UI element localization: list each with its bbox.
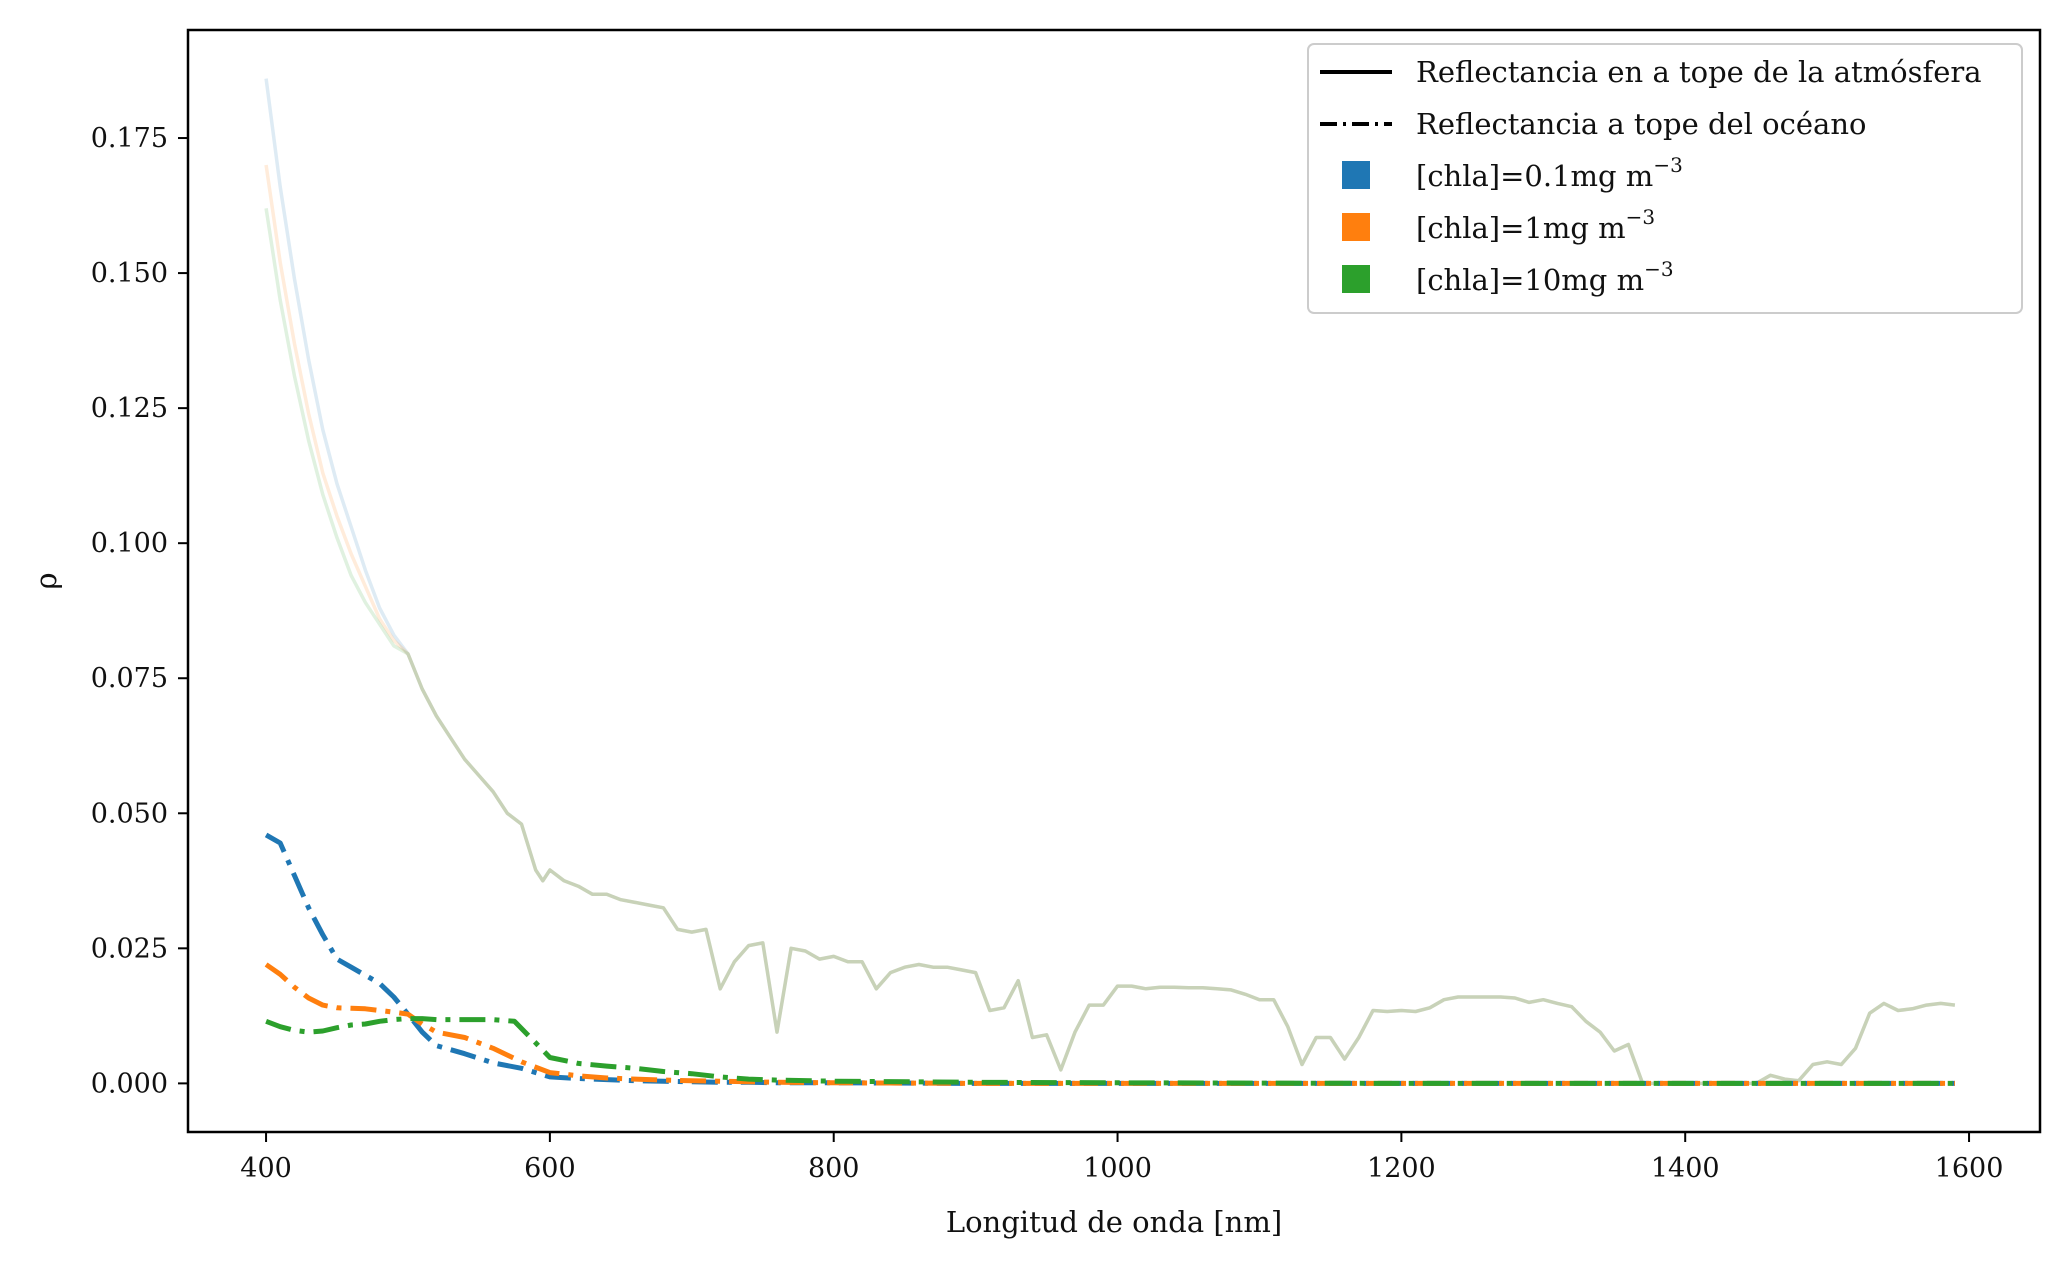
legend-label-chla-1: [chla]=1mg m−3 <box>1416 205 1655 245</box>
x-tick-label: 1400 <box>1651 1153 1720 1184</box>
legend-label-chla-1-text: [chla]=1mg m <box>1416 211 1626 245</box>
x-tick-label: 1000 <box>1083 1153 1152 1184</box>
y-tick-label: 0.150 <box>91 258 168 289</box>
legend-label-toc: Reflectancia a tope del océano <box>1416 107 1866 141</box>
legend-label-chla-0.1-exponent: −3 <box>1653 153 1682 177</box>
toc-line-2 <box>265 1016 1955 1086</box>
legend-label-chla-0.1-text: [chla]=0.1mg m <box>1416 159 1653 193</box>
y-tick-label: 0.075 <box>91 663 168 694</box>
y-tick-label: 0.000 <box>91 1068 168 1099</box>
legend-swatch-chla-0.1 <box>1342 161 1370 189</box>
y-axis: 0.000 0.025 0.050 0.075 0.100 0.125 0.150 0.175 <box>91 123 188 1099</box>
toc-line-0 <box>264 832 1955 1086</box>
y-tick-label: 0.100 <box>91 528 168 559</box>
y-axis-label: ρ <box>29 572 63 589</box>
legend-label-chla-10-text: [chla]=10mg m <box>1416 263 1644 297</box>
y-tick-label: 0.125 <box>91 393 168 424</box>
x-tick-label: 1600 <box>1935 1153 2004 1184</box>
legend-label-chla-10: [chla]=10mg m−3 <box>1416 257 1674 297</box>
x-axis-label: Longitud de onda [nm] <box>946 1205 1282 1239</box>
legend-box <box>1307 43 2023 314</box>
y-tick-label: 0.050 <box>91 798 168 829</box>
plot-frame <box>186 28 2042 1134</box>
legend-label-chla-1-exponent: −3 <box>1626 205 1655 229</box>
y-tick-label: 0.175 <box>91 123 168 154</box>
legend-swatch-chla-1 <box>1342 213 1370 241</box>
legend-swatch-chla-10 <box>1342 265 1370 293</box>
x-tick-label: 1200 <box>1367 1153 1436 1184</box>
legend-label-chla-0.1: [chla]=0.1mg m−3 <box>1416 153 1683 193</box>
x-axis: 400 600 800 1000 1200 1400 1600 <box>240 1132 2003 1184</box>
legend: Reflectancia en a tope de la atmósfera R… <box>1307 43 2023 314</box>
y-tick-label: 0.025 <box>91 933 168 964</box>
x-tick-label: 800 <box>808 1153 860 1184</box>
x-tick-label: 400 <box>240 1153 292 1184</box>
toc-line-1 <box>264 962 1955 1086</box>
x-tick-label: 600 <box>524 1153 576 1184</box>
plot-lines <box>264 78 1956 1086</box>
legend-label-chla-10-exponent: −3 <box>1644 257 1673 281</box>
legend-label-toa: Reflectancia en a tope de la atmósfera <box>1416 55 1982 89</box>
